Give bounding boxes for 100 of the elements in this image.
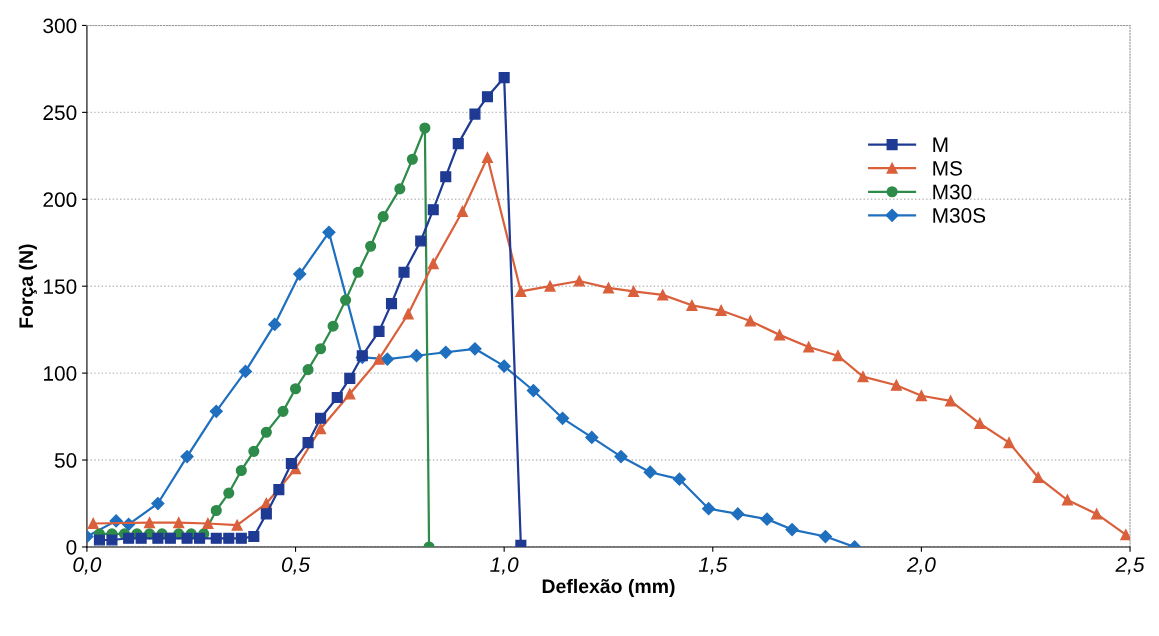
point [238, 364, 253, 378]
point [210, 504, 222, 517]
point [890, 379, 902, 391]
point [352, 266, 364, 278]
point [285, 457, 297, 470]
point [398, 266, 410, 278]
point [248, 445, 260, 457]
point [385, 298, 398, 310]
point [440, 171, 452, 183]
y-tick-label: 100 [44, 366, 77, 381]
point [373, 325, 385, 337]
point [315, 343, 327, 355]
point [419, 122, 431, 134]
legend-label: M [933, 137, 948, 152]
point [731, 507, 745, 521]
point [302, 437, 314, 449]
point [481, 152, 494, 164]
point [235, 532, 247, 544]
point [302, 364, 314, 376]
legend-label: M30 [933, 184, 972, 200]
point [231, 519, 243, 531]
point [415, 235, 427, 247]
point [498, 72, 510, 84]
point [344, 372, 356, 384]
point [744, 315, 756, 327]
point [602, 282, 615, 294]
x-tick-label: 0,5 [281, 557, 311, 575]
point [456, 205, 468, 218]
point [468, 342, 482, 356]
point [143, 517, 156, 529]
point [1120, 529, 1131, 541]
point [614, 449, 628, 464]
point [773, 329, 786, 341]
x-tick-label: 2,5 [1115, 557, 1145, 575]
point [702, 502, 716, 516]
point [289, 383, 302, 395]
x-axis-title: Deflexão (mm) [542, 578, 675, 598]
point [544, 280, 556, 292]
point [373, 353, 385, 365]
point [469, 108, 481, 120]
y-tick-label: 50 [54, 453, 77, 468]
point [526, 383, 540, 398]
y-tick-label: 200 [43, 192, 77, 208]
point [327, 320, 339, 332]
point [427, 258, 439, 270]
point [857, 371, 869, 383]
point [427, 204, 439, 216]
point [194, 532, 206, 544]
point [1032, 471, 1044, 483]
point [803, 341, 815, 353]
point [260, 426, 272, 438]
point [173, 517, 185, 529]
point [202, 517, 214, 530]
point [273, 484, 285, 496]
point [380, 352, 394, 366]
point [1061, 494, 1073, 506]
y-tick-label: 0 [66, 539, 77, 555]
point [481, 91, 494, 103]
point [152, 532, 164, 544]
point [760, 512, 774, 526]
point [627, 285, 640, 297]
point [260, 508, 272, 520]
point [322, 225, 336, 239]
point [377, 211, 389, 223]
point [340, 294, 352, 306]
point [402, 308, 414, 320]
x-tick-label: 1,0 [490, 557, 519, 575]
point [106, 534, 118, 546]
point [573, 275, 585, 287]
point [643, 465, 657, 479]
point [315, 423, 327, 435]
legend-label: MS [933, 160, 962, 176]
point [123, 532, 135, 544]
y-tick-label: 150 [44, 279, 77, 294]
point [293, 267, 307, 281]
point [672, 472, 686, 486]
point [151, 496, 165, 511]
point [686, 299, 698, 311]
point [209, 404, 223, 418]
y-tick-label: 300 [43, 18, 77, 34]
point [394, 183, 406, 195]
point [832, 350, 844, 362]
point [248, 530, 260, 543]
x-tick-label: 1,5 [698, 557, 728, 575]
point [785, 522, 799, 537]
point [315, 412, 327, 424]
point [268, 317, 282, 332]
point [974, 417, 986, 430]
point [344, 388, 356, 400]
point [164, 532, 176, 544]
point [1091, 508, 1103, 520]
y-axis-title: Força (N) [18, 244, 37, 328]
point [87, 517, 99, 530]
point [223, 532, 235, 544]
point [235, 464, 247, 477]
point [585, 430, 599, 445]
point [439, 345, 453, 359]
point [93, 534, 105, 546]
point [452, 138, 464, 150]
point [223, 487, 235, 499]
